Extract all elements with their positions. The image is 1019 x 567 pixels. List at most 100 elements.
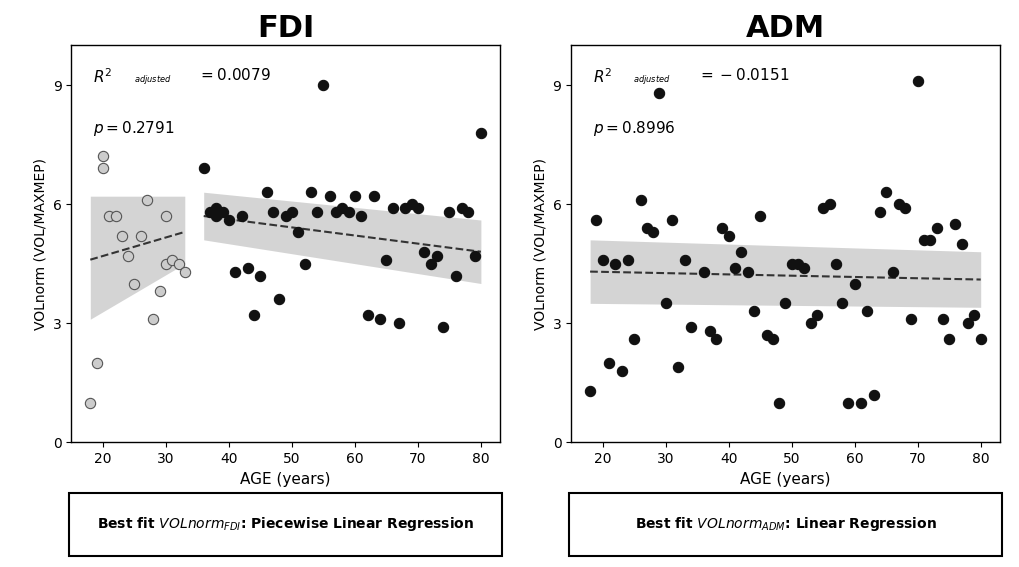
- Point: [909, 77, 925, 86]
- Point: [632, 196, 648, 205]
- Point: [733, 247, 749, 256]
- Point: [695, 267, 711, 276]
- Point: [346, 192, 363, 201]
- Title: FDI: FDI: [257, 14, 314, 43]
- Point: [297, 259, 313, 268]
- Y-axis label: VOLnorm (VOL/MAXMEP): VOLnorm (VOL/MAXMEP): [34, 158, 47, 330]
- Point: [770, 398, 787, 407]
- Point: [965, 311, 981, 320]
- Point: [600, 358, 616, 367]
- FancyBboxPatch shape: [69, 493, 501, 556]
- Point: [208, 204, 224, 213]
- Point: [239, 263, 256, 272]
- Point: [921, 235, 937, 244]
- Point: [739, 267, 755, 276]
- Text: $= -0.0151$: $= -0.0151$: [697, 67, 788, 83]
- Text: $R^2$: $R^2$: [93, 67, 112, 86]
- X-axis label: AGE (years): AGE (years): [740, 472, 829, 486]
- Point: [252, 271, 268, 280]
- Point: [927, 223, 944, 232]
- Point: [176, 267, 193, 276]
- Point: [808, 311, 824, 320]
- Point: [283, 208, 300, 217]
- Point: [594, 255, 610, 264]
- Point: [802, 319, 818, 328]
- Point: [164, 255, 180, 264]
- Point: [327, 208, 343, 217]
- Point: [315, 81, 331, 90]
- Y-axis label: VOLnorm (VOL/MAXMEP): VOLnorm (VOL/MAXMEP): [533, 158, 546, 330]
- Point: [95, 164, 111, 173]
- Point: [95, 152, 111, 161]
- Point: [334, 204, 351, 213]
- Point: [953, 239, 969, 248]
- Point: [113, 231, 129, 240]
- Point: [713, 223, 730, 232]
- Point: [701, 327, 717, 336]
- Point: [890, 200, 906, 209]
- Point: [903, 315, 919, 324]
- Point: [404, 200, 420, 209]
- Point: [638, 223, 654, 232]
- FancyBboxPatch shape: [569, 493, 1001, 556]
- Text: $R^2$: $R^2$: [592, 67, 611, 86]
- Point: [441, 208, 458, 217]
- Point: [915, 235, 931, 244]
- Point: [971, 335, 987, 344]
- Point: [83, 398, 99, 407]
- Point: [657, 299, 674, 308]
- Point: [158, 211, 174, 221]
- Point: [745, 307, 761, 316]
- Point: [246, 311, 262, 320]
- Point: [858, 307, 874, 316]
- Point: [340, 208, 357, 217]
- Point: [258, 188, 274, 197]
- Point: [208, 211, 224, 221]
- Point: [840, 398, 856, 407]
- Point: [353, 211, 369, 221]
- Text: Best fit $\mathbf{\mathit{VOLnorm}}_{\mathbf{\mathit{FDI}}}$: Piecewise Linear R: Best fit $\mathbf{\mathit{VOLnorm}}_{\ma…: [97, 515, 474, 534]
- Point: [277, 211, 293, 221]
- Point: [650, 88, 666, 98]
- Point: [120, 251, 137, 260]
- Point: [676, 255, 692, 264]
- Text: $p = 0.8996$: $p = 0.8996$: [592, 119, 675, 138]
- Title: ADM: ADM: [745, 14, 824, 43]
- Point: [826, 259, 843, 268]
- Point: [321, 192, 337, 201]
- Point: [233, 211, 250, 221]
- Point: [877, 188, 894, 197]
- Text: $= 0.0079$: $= 0.0079$: [198, 67, 270, 83]
- Point: [271, 295, 287, 304]
- Point: [783, 259, 799, 268]
- Point: [707, 335, 723, 344]
- Point: [896, 204, 912, 213]
- Point: [139, 196, 155, 205]
- Point: [107, 211, 123, 221]
- Point: [453, 204, 470, 213]
- Point: [669, 362, 686, 371]
- Point: [472, 128, 488, 137]
- Point: [959, 319, 975, 328]
- Point: [947, 219, 963, 229]
- Point: [757, 331, 773, 340]
- Point: [852, 398, 868, 407]
- Point: [466, 251, 482, 260]
- Point: [390, 319, 407, 328]
- Point: [428, 251, 444, 260]
- Point: [170, 259, 186, 268]
- Point: [289, 227, 306, 236]
- Point: [941, 335, 957, 344]
- Point: [359, 311, 375, 320]
- Text: $_{adjusted}$: $_{adjusted}$: [633, 73, 671, 86]
- Point: [933, 315, 950, 324]
- Point: [682, 323, 698, 332]
- Point: [764, 335, 781, 344]
- Point: [202, 208, 218, 217]
- Point: [588, 215, 604, 225]
- X-axis label: AGE (years): AGE (years): [240, 472, 330, 486]
- Point: [132, 231, 149, 240]
- Point: [158, 259, 174, 268]
- Point: [626, 335, 642, 344]
- Point: [727, 263, 743, 272]
